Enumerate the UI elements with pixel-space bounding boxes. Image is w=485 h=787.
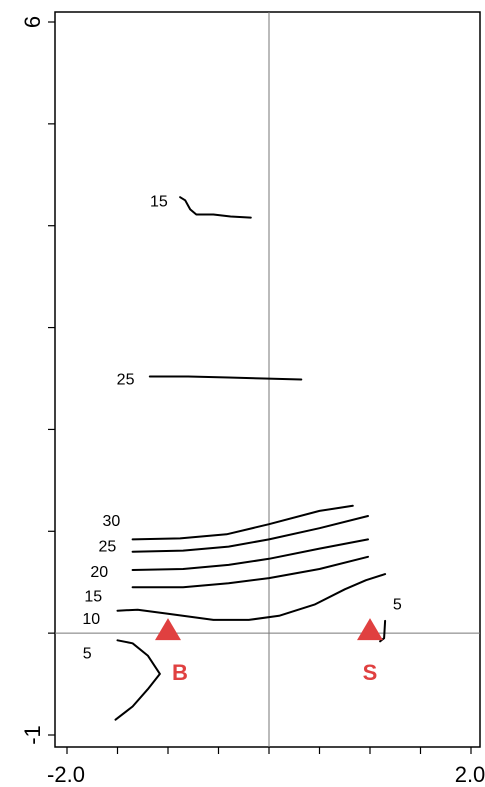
contour-labels: 15 25 30 25 20 15 10 5 5 <box>82 193 401 662</box>
marker-triangle-s <box>357 618 383 641</box>
plot-frame <box>54 11 481 748</box>
x-tick-label-left: -2.0 <box>47 762 85 787</box>
contour-label-15: 15 <box>84 588 102 605</box>
contour-line-15 <box>131 555 369 589</box>
contour-lines <box>114 196 387 721</box>
marker-label-b: B <box>172 660 188 685</box>
marker-label-s: S <box>363 660 378 685</box>
contour-label-5: 5 <box>83 645 92 662</box>
contour-label-10: 10 <box>82 611 100 628</box>
y-tick-label-bottom: -1 <box>20 725 45 745</box>
contour-line-15 <box>179 196 252 219</box>
axis-ticks <box>48 21 472 754</box>
y-tick-label-top: 6 <box>20 16 45 28</box>
contour-label-5: 5 <box>393 597 402 614</box>
contour-line-20 <box>131 538 369 571</box>
marker-triangle-b <box>155 618 181 641</box>
contour-line-10 <box>116 573 387 621</box>
contour-label-30: 30 <box>103 513 121 530</box>
contour-line-5 <box>114 639 161 721</box>
contour-line-25 <box>131 515 369 553</box>
contour-label-15: 15 <box>150 193 168 210</box>
x-tick-label-right: 2.0 <box>455 762 485 787</box>
contour-line-5 <box>379 619 387 643</box>
contour-line-25 <box>148 375 303 381</box>
contour-label-25: 25 <box>117 372 135 389</box>
contour-label-20: 20 <box>90 564 108 581</box>
contour-label-25: 25 <box>99 539 117 556</box>
contour-line-30 <box>131 504 354 541</box>
